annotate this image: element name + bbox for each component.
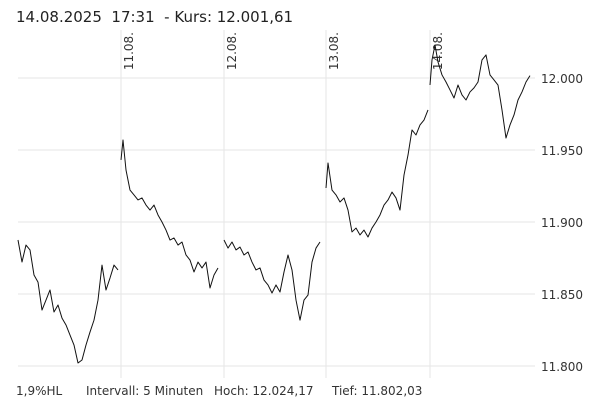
chart-title: 14.08.2025 17:31 - Kurs: 12.001,61	[16, 8, 293, 26]
stat-label: Intervall: 5 Minuten	[86, 384, 203, 398]
stat-label: Hoch: 12.024,17	[214, 384, 314, 398]
x-tick-label: 12.08.	[225, 32, 239, 70]
x-tick-label: 11.08.	[122, 32, 136, 70]
y-tick-label: 11.800	[541, 360, 583, 374]
price-line	[17, 44, 531, 364]
y-tick-label: 12.000	[541, 72, 583, 86]
stat-label: Tief: 11.802,03	[331, 384, 422, 398]
y-tick-label: 11.950	[541, 144, 583, 158]
stat-label: 1,9%HL	[16, 384, 63, 398]
x-tick-label: 13.08.	[327, 32, 341, 70]
y-tick-label: 11.850	[541, 288, 583, 302]
x-tick-label: 14.08.	[431, 32, 445, 70]
y-tick-label: 11.900	[541, 216, 583, 230]
